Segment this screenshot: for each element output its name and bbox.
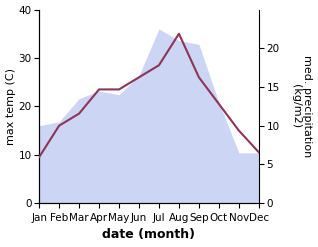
Y-axis label: med. precipitation
(kg/m2): med. precipitation (kg/m2) [291,55,313,158]
X-axis label: date (month): date (month) [102,228,196,242]
Y-axis label: max temp (C): max temp (C) [5,68,16,145]
